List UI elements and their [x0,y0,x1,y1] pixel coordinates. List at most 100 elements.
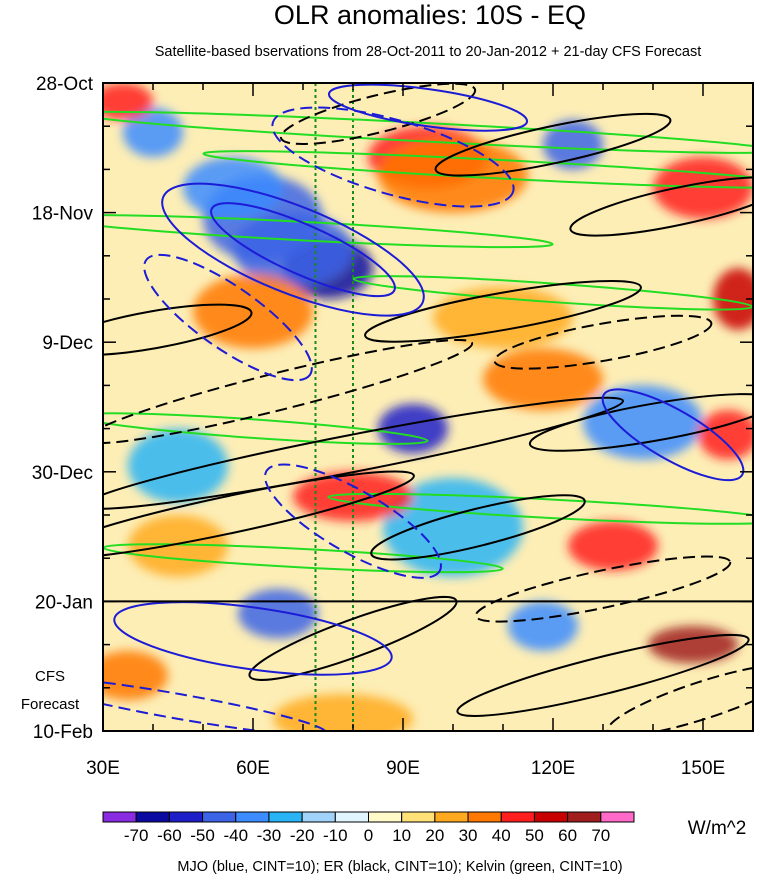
y-tick-label: 28-Oct [36,74,94,95]
colorbar-swatch-7 [334,811,369,823]
anomaly-patch-19 [648,626,738,664]
y-tick-label: 18-Nov [32,204,94,225]
mjo-contour-1 [210,202,396,298]
er-contour-7 [528,393,753,452]
colorbar-label-3: -40 [223,826,248,845]
anomaly-patch-9 [508,601,578,651]
anomaly-patch-23 [483,348,603,411]
colorbar-label-14: 70 [591,826,610,845]
x-tick-label: 150E [681,758,725,779]
reference-longitude-lines [314,83,354,731]
colorbar-swatch-1 [135,811,170,823]
y-tick-label: 30-Dec [32,463,93,484]
kelvin-contour-4 [103,412,429,445]
colorbar-swatch-14 [567,811,602,823]
anomaly-patch-14 [653,157,753,219]
anomaly-patch-4 [378,403,448,454]
mjo-contour-3 [143,253,313,382]
colorbar-swatch-9 [401,811,436,823]
x-tick-label: 120E [531,758,575,779]
colorbar-label-13: 60 [558,826,577,845]
er-contour-5 [103,470,415,560]
er-contour-9 [474,555,732,623]
colorbar-swatch-8 [368,811,403,823]
colorbar-swatch-2 [168,811,204,823]
anomaly-patch-6 [123,107,183,158]
colorbar-label-2: -50 [190,826,215,845]
y-axis-labels: 28-Oct 18-Nov 9-Dec 30-Dec 20-Jan 10-Feb [32,74,94,743]
er-contour-6 [364,279,642,343]
anomaly-patch-25 [433,286,573,349]
anomaly-patch-18 [568,521,658,571]
colorbar-swatch-3 [202,811,237,823]
er-contour-8 [370,494,586,561]
anomaly-patch-11 [128,428,228,503]
er-contour-1 [434,112,672,177]
er-contour-13 [103,303,253,357]
colorbar-label-8: 10 [392,826,411,845]
mjo-contour-4 [264,463,442,579]
colorbar-label-11: 40 [492,826,511,845]
colorbar-label-7: 0 [364,826,373,845]
cfs-forecast-label-line2: Forecast [21,696,80,713]
er-contour-2 [569,176,753,237]
y-tick-label: 20-Jan [35,592,93,613]
plot-frame [102,82,754,732]
plot-area [103,83,753,731]
anomaly-patch-10 [383,477,523,577]
x-tick-label: 60E [236,758,270,779]
er-contours [103,83,753,731]
colorbar-label-4: -30 [257,826,282,845]
x-axis-labels: 30E 60E 90E 120E 150E [86,758,725,779]
chart-subtitle: Satellite-based bservations from 28-Oct-… [155,44,702,60]
anomaly-patch-22 [103,83,153,121]
mjo-contour-2 [271,106,515,208]
anomaly-patch-17 [293,471,413,522]
chart-title: OLR anomalies: 10S - EQ [274,0,586,30]
colorbar-swatch-13 [533,811,569,823]
colorbar-label-0: -70 [124,826,149,845]
mjo-contour-0 [161,182,425,317]
colorbar-label-1: -60 [157,826,182,845]
anomaly-patch-20 [103,650,168,701]
mjo-contour-5 [601,388,745,482]
mjo-contour-7 [103,676,327,731]
y-tick-label: 9-Dec [42,333,93,354]
colorbar-swatch-5 [268,811,303,823]
colorbar-label-5: -20 [290,826,315,845]
anomaly-patch-24 [698,410,753,460]
colorbar-units: W/m^2 [688,818,747,839]
kelvin-contour-1 [202,150,753,189]
overlay-legend-text: MJO (blue, CINT=10); ER (black, CINT=10)… [177,859,622,875]
kelvin-contour-0 [103,110,753,154]
colorbar-swatch-0 [102,811,137,823]
colorbar: -70 -60 -50 -40 -30 -20 -10 0 10 20 30 40 50 60 70 [102,811,635,845]
mjo-contours [103,83,745,731]
colorbar-swatch-10 [434,811,469,823]
heatmap-anomaly-fields [103,83,753,731]
colorbar-label-12: 50 [525,826,544,845]
x-tick-label: 30E [86,758,120,779]
axis-ticks [102,82,754,732]
mjo-contour-6 [113,601,393,676]
colorbar-swatch-12 [500,811,535,823]
er-contour-4 [103,396,624,510]
cfs-forecast-label-line1: CFS [35,668,65,685]
mjo-contour-8 [327,83,529,132]
colorbar-swatch-11 [467,811,502,823]
anomaly-patch-8 [238,589,318,639]
er-contour-3 [103,338,474,445]
colorbar-label-9: 20 [425,826,444,845]
anomaly-patch-21 [273,693,413,731]
anomaly-patch-2 [183,157,283,219]
y-tick-label: 10-Feb [33,722,93,743]
er-contour-14 [493,314,713,370]
er-contour-11 [456,633,750,717]
colorbar-swatch-4 [235,811,270,823]
kelvin-contour-5 [327,492,753,525]
colorbar-swatch-6 [301,811,336,823]
colorbar-label-6: -10 [323,826,348,845]
colorbar-label-10: 30 [459,826,478,845]
anomaly-patch-16 [713,268,753,330]
